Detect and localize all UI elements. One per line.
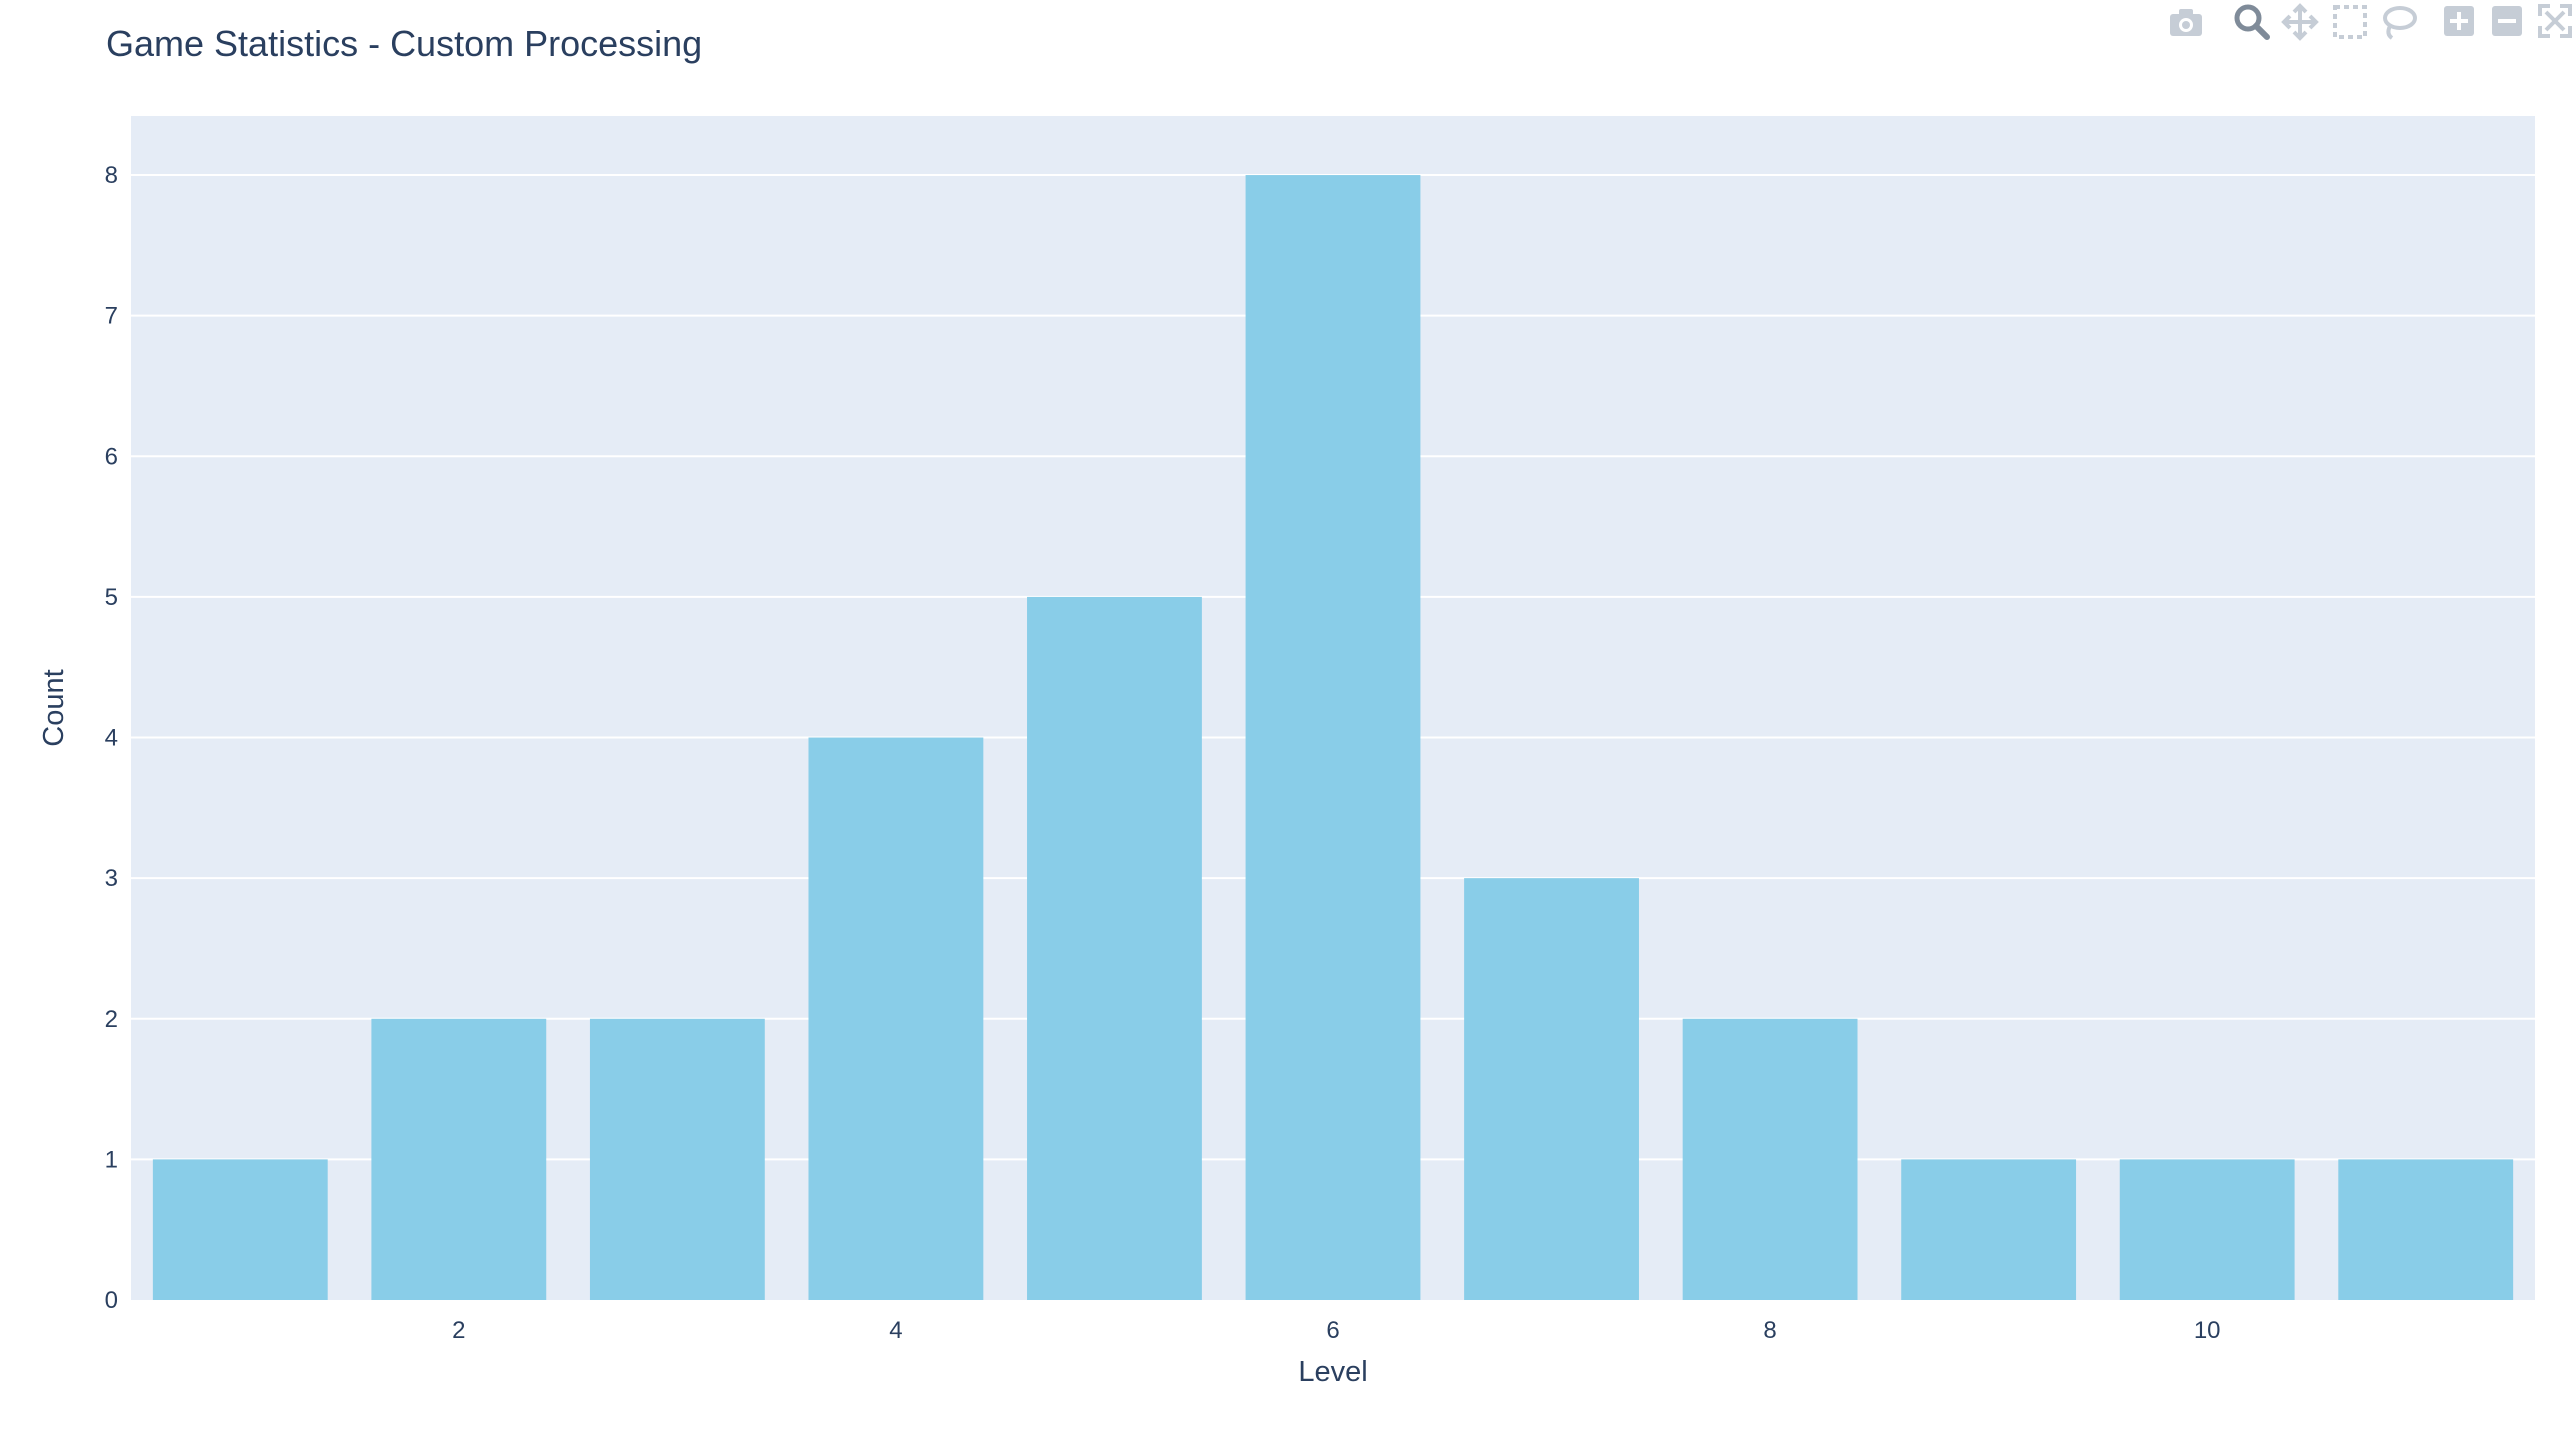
bar-level-9[interactable] [1901,1159,2077,1300]
y-tick-label: 5 [105,584,118,611]
x-axis-title: Level [1298,1356,1367,1388]
x-tick-label: 6 [1326,1317,1339,1344]
bar-level-7[interactable] [1464,878,1639,1300]
bar-level-2[interactable] [371,1018,547,1300]
zoom-out-icon[interactable] [2492,6,2522,36]
box-select-icon[interactable] [2333,5,2367,39]
y-axis-title: Count [38,669,70,746]
camera-icon[interactable] [2170,9,2202,36]
y-axis-ticks: 0 1 2 3 4 5 6 7 8 [105,162,118,1314]
zoom-icon[interactable] [2234,4,2270,40]
autoscale-icon[interactable] [2538,4,2572,38]
bar-level-6[interactable] [1245,175,1421,1301]
chart-title: Game Statistics - Custom Processing [106,23,702,64]
y-tick-label: 6 [105,443,118,470]
y-tick-label: 0 [105,1287,118,1314]
bar-level-11[interactable] [2338,1159,2514,1300]
pan-icon[interactable] [2281,3,2319,41]
modebar [2170,3,2572,41]
x-axis-ticks: 2 4 6 8 10 [452,1317,2220,1344]
x-tick-label: 10 [2194,1317,2221,1344]
bar-level-10[interactable] [2119,1159,2295,1300]
lasso-icon[interactable] [2383,6,2417,40]
y-tick-label: 2 [105,1006,118,1033]
y-tick-label: 4 [105,725,118,752]
zoom-in-icon[interactable] [2444,6,2474,36]
y-tick-label: 3 [105,865,118,892]
bar-level-4[interactable] [808,737,984,1300]
bar-level-3[interactable] [589,1018,765,1300]
bars [152,175,2514,1301]
bar-level-5[interactable] [1027,596,1202,1300]
bar-level-8[interactable] [1682,1018,1858,1300]
bar-level-1[interactable] [152,1159,328,1300]
y-tick-label: 8 [105,162,118,189]
y-tick-label: 1 [105,1146,118,1173]
x-tick-label: 2 [452,1317,465,1344]
y-tick-label: 7 [105,303,118,330]
x-tick-label: 4 [889,1317,902,1344]
x-tick-label: 8 [1763,1317,1776,1344]
